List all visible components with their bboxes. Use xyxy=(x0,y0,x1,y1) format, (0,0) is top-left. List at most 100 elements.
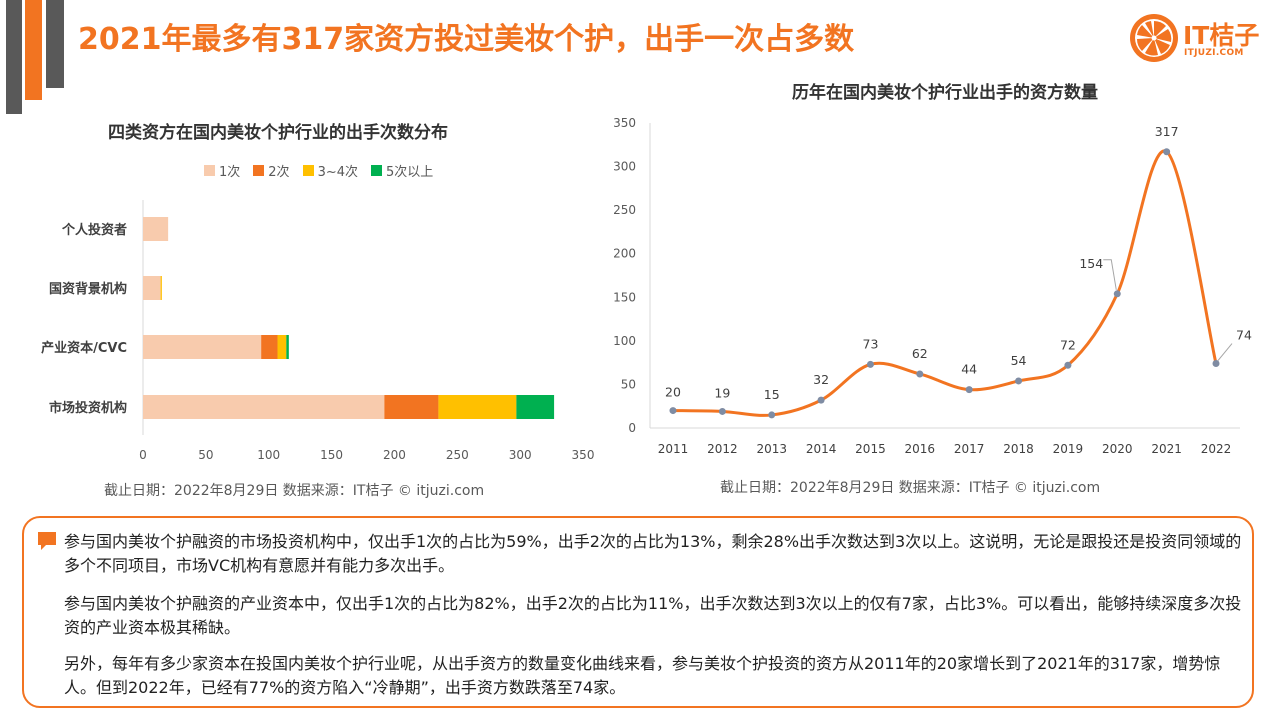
y-tick-label: 100 xyxy=(613,334,636,348)
speech-bubble-icon xyxy=(38,532,56,550)
data-point xyxy=(916,370,924,378)
x-tick-label: 2014 xyxy=(806,442,837,456)
summary-paragraph: 另外，每年有多少家资本在投国内美妆个护行业呢，从出手资方的数量变化曲线来看，参与… xyxy=(64,654,1221,697)
y-tick-label: 300 xyxy=(613,160,636,174)
itjuzi-logo: IT桔子 ITJUZI.COM xyxy=(1128,10,1268,66)
y-tick-label: 150 xyxy=(613,290,636,304)
x-tick-label: 2017 xyxy=(954,442,985,456)
data-point xyxy=(718,407,726,415)
x-tick-label: 2013 xyxy=(756,442,787,456)
x-tick-label: 2011 xyxy=(658,442,689,456)
data-label: 44 xyxy=(961,362,977,377)
x-tick-label: 200 xyxy=(383,448,406,462)
y-tick-label: 200 xyxy=(613,247,636,261)
data-label: 19 xyxy=(714,385,730,400)
x-tick-label: 100 xyxy=(257,448,280,462)
legend-swatch xyxy=(302,165,314,176)
legend-item: 5次以上 xyxy=(371,161,433,180)
data-label: 32 xyxy=(813,372,829,387)
x-tick-label: 2012 xyxy=(707,442,738,456)
label-leader-line xyxy=(1103,259,1117,290)
legend-item: 3~4次 xyxy=(302,161,358,180)
bar-segment xyxy=(143,395,385,419)
bar-segment xyxy=(438,395,517,419)
orange-slice-icon xyxy=(1130,14,1178,62)
data-label: 317 xyxy=(1155,124,1179,139)
x-tick-label: 2015 xyxy=(855,442,886,456)
y-tick-label: 50 xyxy=(621,377,636,391)
data-point xyxy=(817,396,825,404)
data-point xyxy=(1163,148,1171,156)
bar-segment xyxy=(143,335,262,359)
legend-item: 1次 xyxy=(204,161,240,180)
data-point xyxy=(1212,360,1220,368)
data-label: 62 xyxy=(912,346,928,361)
category-label: 个人投资者 xyxy=(61,222,127,238)
logo-text: IT桔子 xyxy=(1183,21,1260,50)
legend-swatch xyxy=(371,165,382,176)
decorative-bar-grey xyxy=(46,0,64,88)
legend-label: 1次 xyxy=(219,165,241,180)
data-label: 15 xyxy=(764,387,780,402)
decorative-bar-orange xyxy=(25,0,42,100)
data-point xyxy=(669,407,677,415)
bar-segment xyxy=(516,395,555,419)
legend-swatch xyxy=(204,165,215,176)
legend-label: 2次 xyxy=(268,165,290,180)
logo-subtext: ITJUZI.COM xyxy=(1184,48,1244,58)
left-chart-source: 截止日期：2022年8月29日 数据来源：IT桔子 © itjuzi.com xyxy=(104,483,485,499)
x-tick-label: 350 xyxy=(572,448,595,462)
page-title: 2021年最多有317家资方投过美妆个护，出手一次占多数 xyxy=(78,22,855,57)
legend-swatch xyxy=(253,165,265,176)
label-leader-line xyxy=(1217,343,1233,361)
legend-label: 5次以上 xyxy=(386,165,434,180)
legend-label: 3~4次 xyxy=(317,165,358,180)
x-tick-label: 50 xyxy=(198,448,213,462)
summary-paragraph: 参与国内美妆个护融资的市场投资机构中，仅出手1次的占比为59%，出手2次的占比为… xyxy=(64,532,1242,575)
data-point xyxy=(965,386,973,394)
x-tick-label: 2022 xyxy=(1201,442,1232,456)
x-tick-label: 2020 xyxy=(1102,442,1133,456)
bar-segment xyxy=(261,335,278,359)
data-label: 72 xyxy=(1060,337,1076,352)
bar-segment xyxy=(286,335,289,359)
data-label: 154 xyxy=(1079,256,1103,271)
data-label: 20 xyxy=(665,385,681,400)
bar-segment xyxy=(277,335,287,359)
x-tick-label: 2019 xyxy=(1053,442,1084,456)
data-label: 74 xyxy=(1236,328,1252,343)
data-point xyxy=(1015,377,1023,385)
data-point xyxy=(1064,361,1072,369)
x-tick-label: 300 xyxy=(509,448,532,462)
decorative-bar-grey xyxy=(6,0,22,114)
x-tick-label: 2018 xyxy=(1003,442,1034,456)
data-label: 54 xyxy=(1011,353,1027,368)
bar-chart-legend: 1次 2次 3~4次 5次以上 xyxy=(204,161,433,180)
category-label: 国资背景机构 xyxy=(49,281,127,297)
category-label: 市场投资机构 xyxy=(49,400,127,416)
bar-segment xyxy=(160,276,162,300)
summary-box: 参与国内美妆个护融资的市场投资机构中，仅出手1次的占比为59%，出手2次的占比为… xyxy=(22,516,1254,708)
x-tick-label: 250 xyxy=(446,448,469,462)
data-label: 73 xyxy=(863,336,879,351)
data-point xyxy=(1113,290,1121,298)
bar-segment xyxy=(384,395,439,419)
bar-segment xyxy=(143,217,169,241)
y-tick-label: 350 xyxy=(613,116,636,130)
y-tick-label: 250 xyxy=(613,203,636,217)
legend-item: 2次 xyxy=(253,161,290,180)
summary-paragraph: 参与国内美妆个护融资的产业资本中，仅出手1次的占比为82%，出手2次的占比为11… xyxy=(64,594,1242,637)
x-tick-label: 150 xyxy=(320,448,343,462)
category-label: 产业资本/CVC xyxy=(41,340,127,356)
right-chart-source: 截止日期：2022年8月29日 数据来源：IT桔子 © itjuzi.com xyxy=(720,480,1101,496)
data-point xyxy=(866,360,874,368)
series-line xyxy=(672,149,1218,417)
x-tick-label: 2021 xyxy=(1151,442,1182,456)
data-point xyxy=(768,411,776,419)
x-tick-label: 2016 xyxy=(905,442,936,456)
x-tick-label: 0 xyxy=(139,448,147,462)
right-chart-title: 历年在国内美妆个护行业出手的资方数量 xyxy=(792,83,1098,103)
bar-segment xyxy=(143,276,161,300)
